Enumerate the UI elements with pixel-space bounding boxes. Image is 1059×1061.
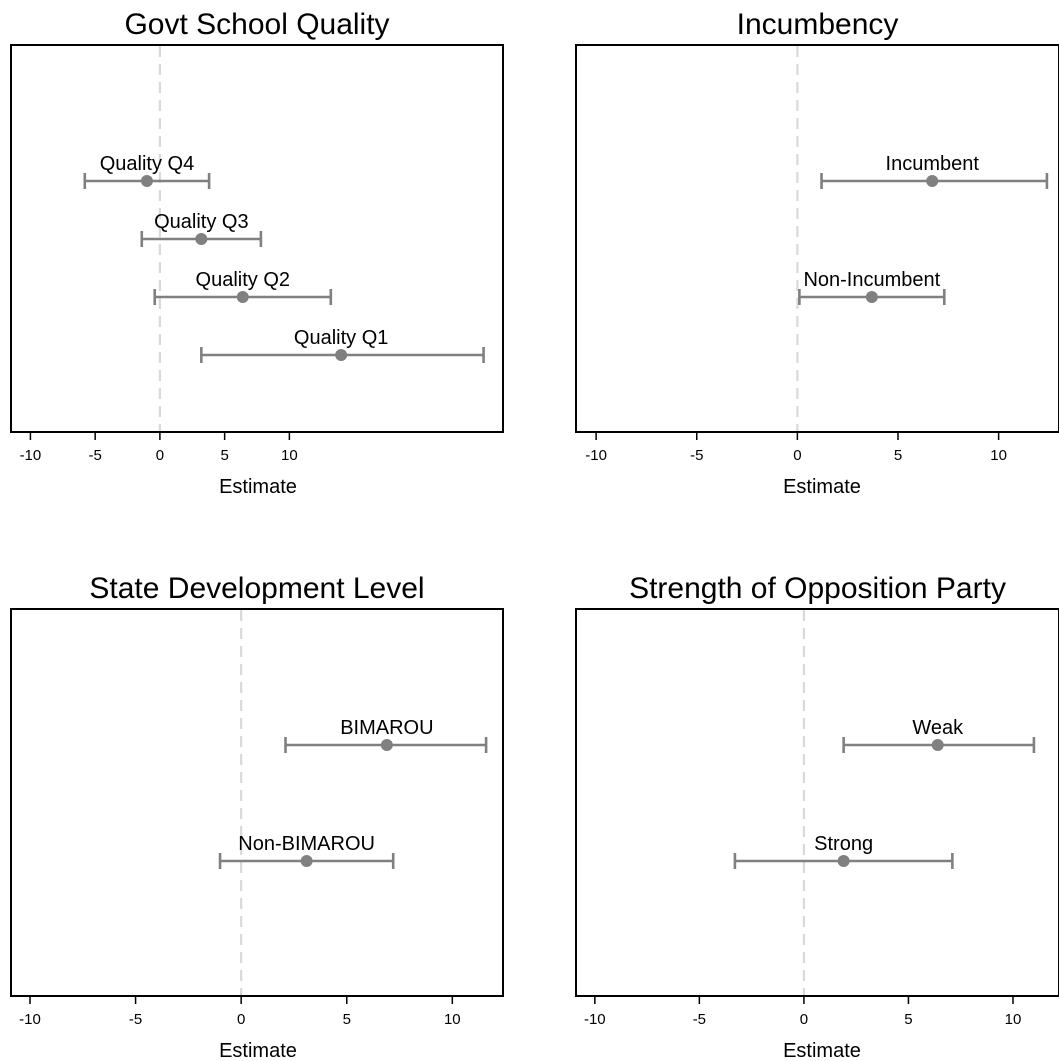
point-label: Quality Q4: [100, 153, 194, 175]
estimate-point: [335, 349, 348, 361]
x-tick-label: -10: [585, 447, 607, 464]
x-tick-label: -10: [20, 447, 42, 464]
x-tick-label: 10: [444, 1011, 461, 1028]
estimate-row: Quality Q2: [153, 269, 333, 305]
x-tick-label: 5: [343, 1011, 351, 1028]
plot-frame: [575, 44, 1059, 433]
estimate-point: [837, 855, 850, 867]
x-tick-label: -10: [19, 1011, 41, 1028]
point-label: Incumbent: [886, 153, 980, 175]
estimate-point: [140, 175, 153, 187]
estimate-point: [926, 175, 939, 187]
x-tick-label: -10: [584, 1011, 606, 1028]
point-label: Non-Incumbent: [803, 269, 940, 291]
estimate-point: [865, 291, 878, 303]
x-tick-label: 0: [156, 447, 164, 464]
estimate-row: Quality Q3: [140, 211, 263, 247]
panel-title: Govt School Quality: [124, 8, 389, 41]
panel-title: State Development Level: [89, 572, 424, 605]
estimate-row: Weak: [842, 717, 1036, 753]
panel-title: Incumbency: [737, 8, 899, 41]
point-label: Quality Q2: [196, 269, 290, 291]
x-tick-label: 10: [1005, 1011, 1022, 1028]
x-tick-label: -5: [690, 447, 703, 464]
x-axis-label: Estimate: [219, 1040, 297, 1061]
point-label: Quality Q1: [294, 327, 388, 349]
x-tick-label: 5: [220, 447, 228, 464]
point-label: BIMAROU: [340, 717, 433, 739]
estimate-row: BIMAROU: [284, 717, 488, 753]
x-tick-label: -5: [88, 447, 101, 464]
x-axis-label: Estimate: [783, 476, 861, 498]
chart-panel: Strength of Opposition Party -10 -5 0 5 10 Est…: [575, 572, 1059, 1061]
x-tick-label: 5: [894, 447, 902, 464]
estimate-point: [300, 855, 313, 867]
estimate-row: Non-Incumbent: [798, 269, 946, 305]
point-label: Quality Q3: [154, 211, 248, 233]
estimate-row: Quality Q4: [83, 153, 211, 189]
estimate-row: Non-BIMAROU: [218, 833, 395, 869]
estimate-point: [236, 291, 249, 303]
x-tick-label: -5: [693, 1011, 706, 1028]
estimate-row: Incumbent: [820, 153, 1049, 189]
x-tick-label: 0: [237, 1011, 245, 1028]
point-label: Strong: [814, 833, 873, 855]
plot-frame: [10, 608, 504, 997]
panel-title: Strength of Opposition Party: [629, 572, 1006, 605]
plot-frame: [575, 608, 1059, 997]
x-axis-label: Estimate: [783, 1040, 861, 1061]
x-tick-label: -5: [129, 1011, 142, 1028]
x-tick-label: 5: [904, 1011, 912, 1028]
x-tick-label: 0: [800, 1011, 808, 1028]
chart-panel: Incumbency -10 -5 0 5 10 Estimate Incumbent Non-…: [575, 8, 1059, 498]
x-axis-label: Estimate: [219, 476, 297, 498]
chart-panel: State Development Level -10 -5 0 5 10 Estimate…: [10, 572, 504, 1061]
x-tick-label: 10: [281, 447, 298, 464]
x-tick-label: 0: [793, 447, 801, 464]
estimate-row: Quality Q1: [200, 327, 485, 363]
estimate-point: [931, 739, 944, 751]
estimate-point: [380, 739, 393, 751]
point-label: Non-BIMAROU: [238, 833, 375, 855]
estimate-point: [195, 233, 208, 245]
x-tick-label: 10: [990, 447, 1007, 464]
plot-frame: [10, 44, 504, 433]
point-label: Weak: [912, 717, 964, 739]
estimate-row: Strong: [733, 833, 954, 869]
chart-panel: Govt School Quality -10 -5 0 5 10 Estimate Qual…: [10, 8, 504, 498]
